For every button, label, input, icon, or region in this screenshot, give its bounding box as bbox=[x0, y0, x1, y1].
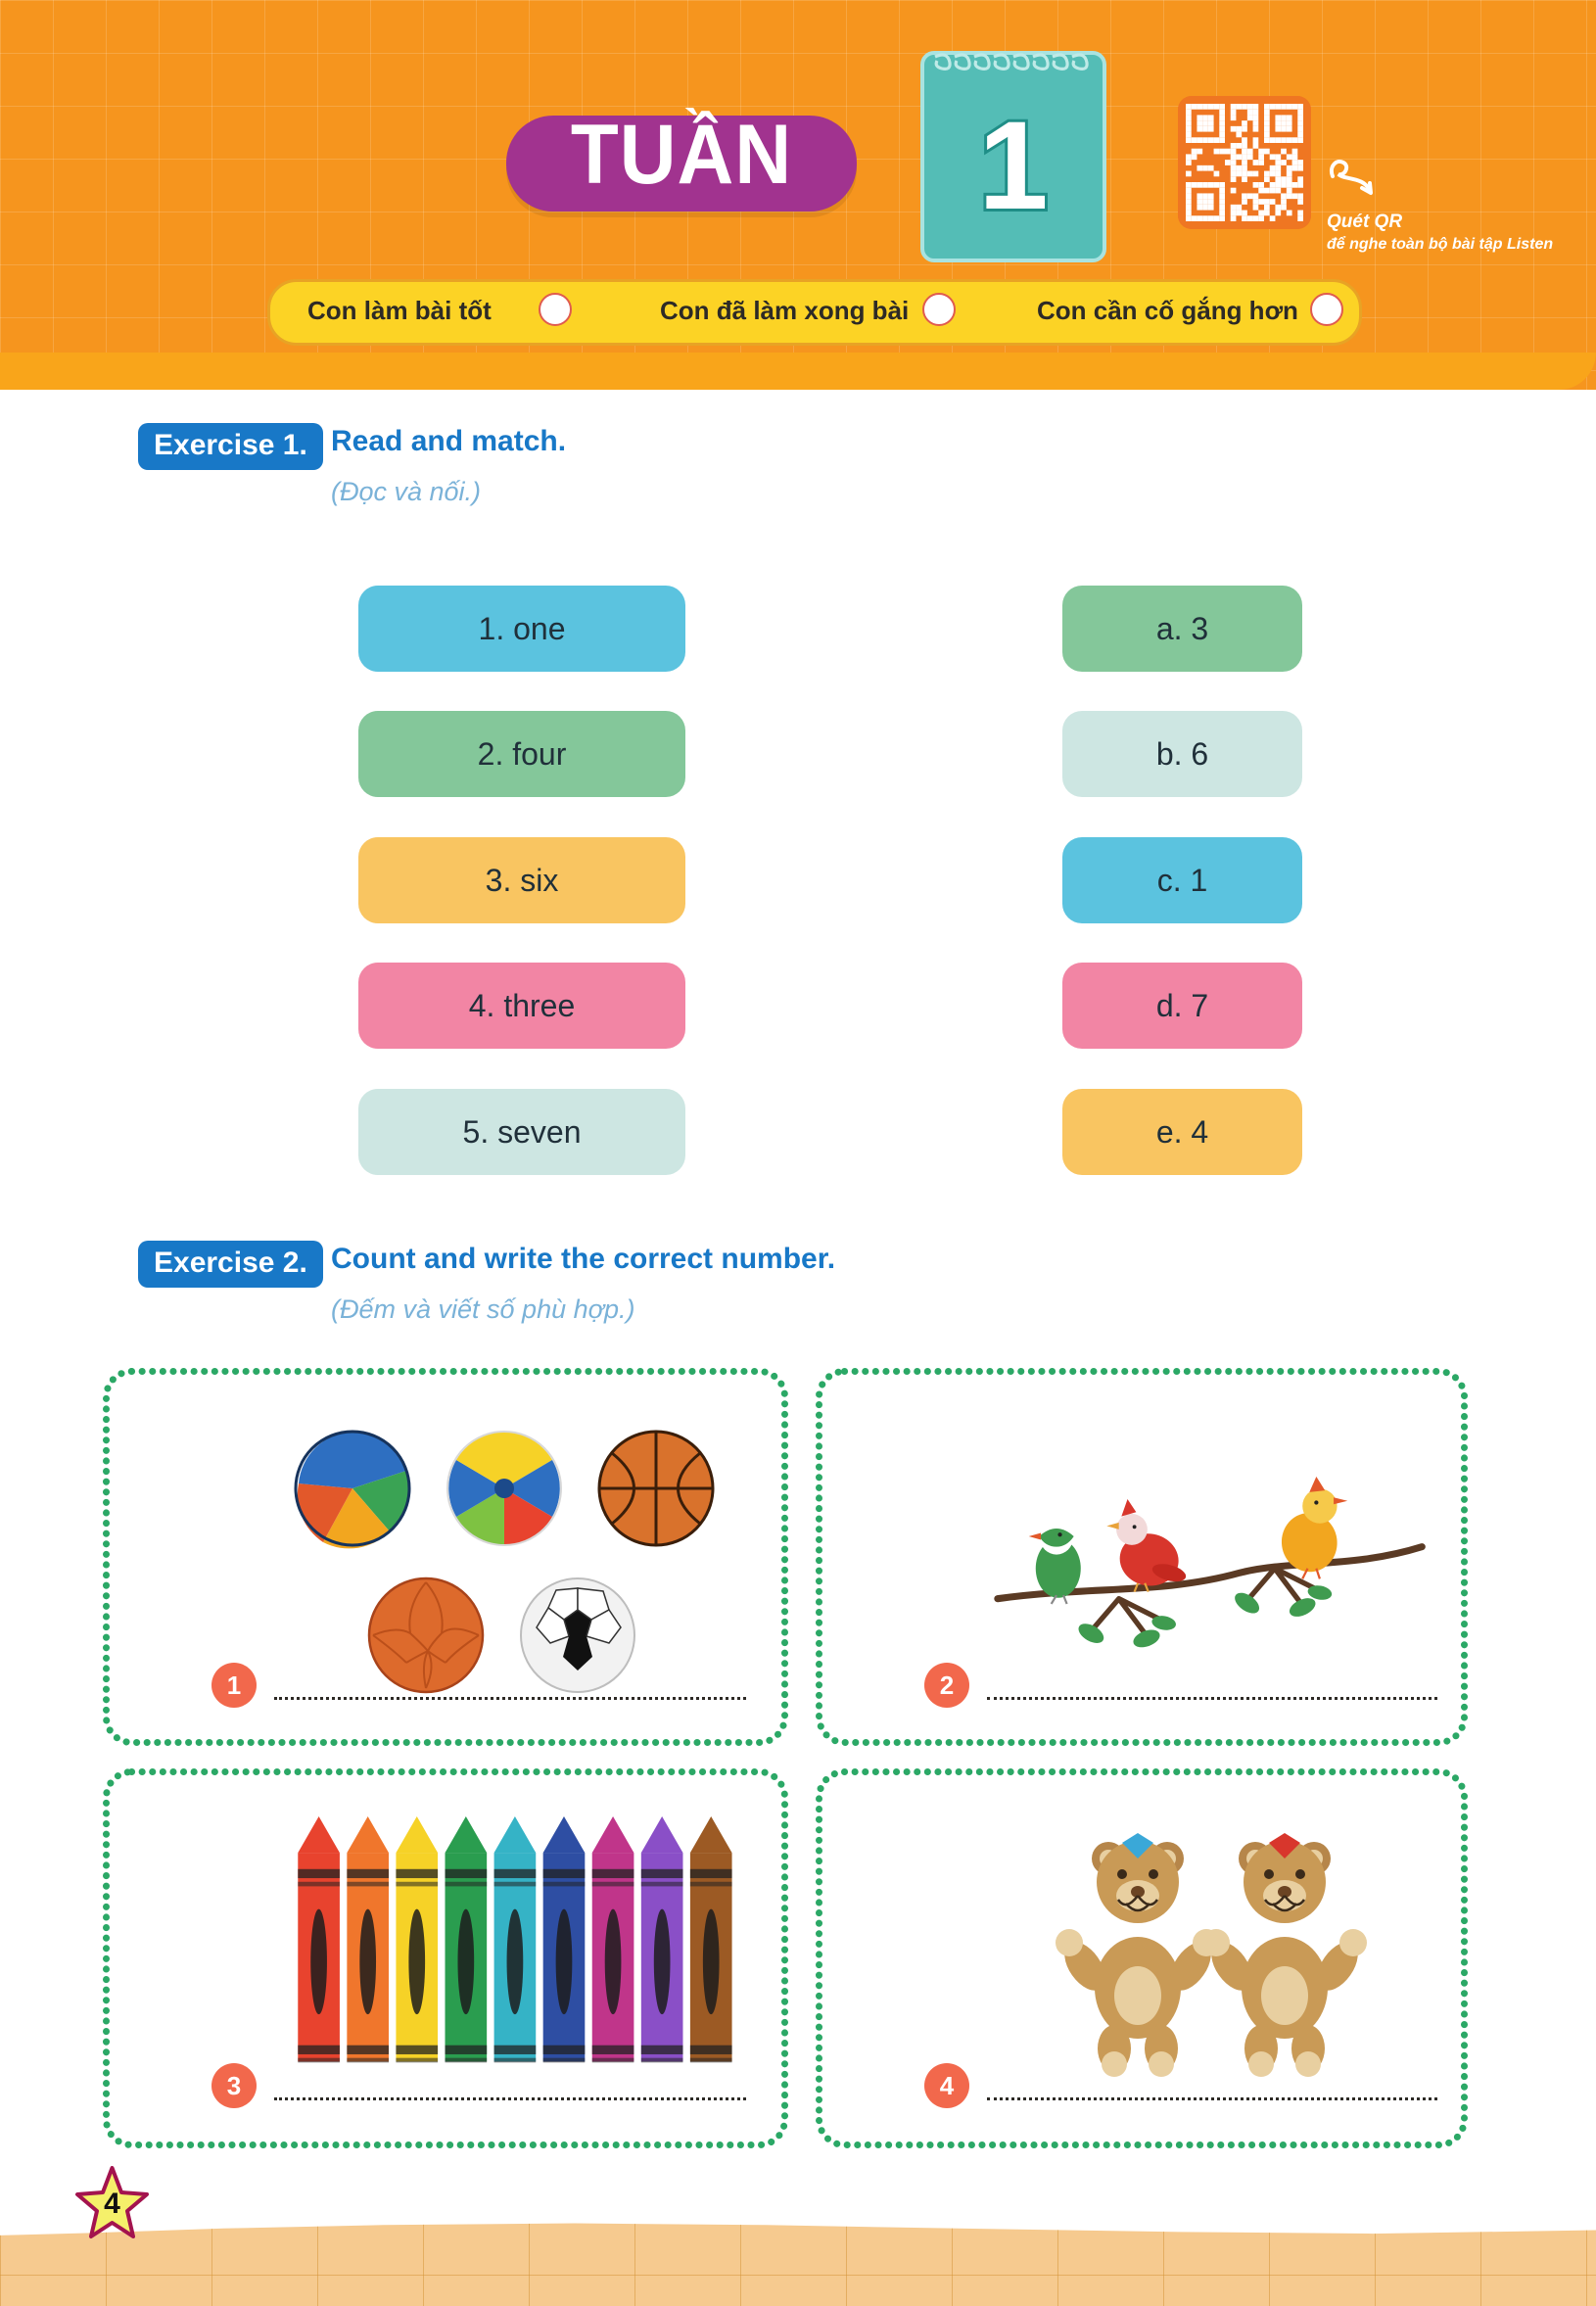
svg-text:4: 4 bbox=[104, 2188, 120, 2220]
